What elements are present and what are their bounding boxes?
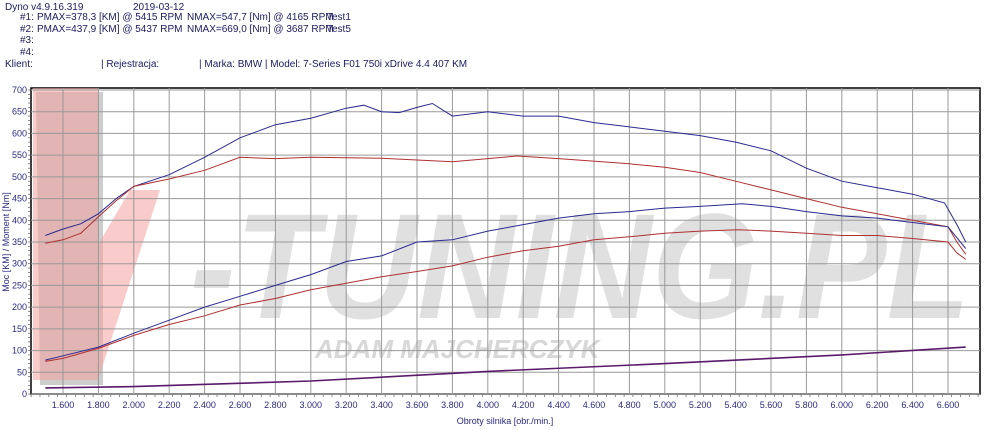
x-tick-label: 1.800 — [87, 400, 110, 410]
x-tick-label: 2.800 — [264, 400, 287, 410]
x-tick-label: 5.200 — [689, 400, 712, 410]
run-label: #3: — [20, 35, 34, 46]
x-tick-label: 4.800 — [618, 400, 641, 410]
series-power-test1 — [45, 229, 966, 362]
test-date: 2019-03-12 — [133, 2, 185, 13]
run-nmax: NMAX=669,0 [Nm] @ 3687 RPM — [187, 23, 334, 35]
x-tick-label: 4.400 — [547, 400, 570, 410]
x-tick-label: 5.400 — [724, 400, 747, 410]
x-tick-label: 6.000 — [831, 400, 854, 410]
x-tick-label: 3.600 — [406, 400, 429, 410]
y-tick-label: 450 — [12, 194, 27, 204]
watermark-logo-text: -TUNING.PL — [190, 182, 970, 350]
y-tick-label: 50 — [17, 367, 27, 377]
series-power-test5 — [45, 203, 967, 361]
y-tick-label: 400 — [12, 215, 27, 225]
app-version: Dyno v4.9.16.319 — [5, 2, 84, 13]
run-nmax: NMAX=547,7 [Nm] @ 4165 RPM — [187, 12, 334, 23]
x-tick-label: 2.600 — [229, 400, 252, 410]
y-tick-label: 600 — [12, 128, 27, 138]
x-tick-label: 5.800 — [795, 400, 818, 410]
x-tick-label: 3.800 — [441, 400, 464, 410]
x-tick-label: 4.600 — [583, 400, 606, 410]
y-tick-label: 500 — [12, 172, 27, 182]
y-tick-label: 150 — [12, 324, 27, 334]
y-tick-label: 200 — [12, 302, 27, 312]
run-pmax: PMAX=437,9 [KM] @ 5437 RPM — [37, 23, 183, 35]
x-tick-label: 5.000 — [654, 400, 677, 410]
x-tick-label: 6.200 — [866, 400, 889, 410]
run-name: Test5 — [327, 23, 351, 35]
watermark-name-text: ADAM MAJCHERCZYK — [314, 334, 602, 364]
x-tick-label: 6.400 — [901, 400, 924, 410]
run-label: #2: — [20, 23, 34, 35]
run-pmax: PMAX=378,3 [KM] @ 5415 RPM — [37, 12, 183, 23]
run-name: Test1 — [327, 12, 351, 23]
run-label: #4: — [20, 46, 34, 58]
x-tick-label: 3.000 — [300, 400, 323, 410]
x-axis-label: Obroty silnika [obr./min.] — [457, 416, 554, 426]
series-torque-test5 — [45, 102, 967, 243]
y-tick-label: 100 — [12, 346, 27, 356]
y-tick-label: 650 — [12, 107, 27, 117]
plot-area — [30, 87, 981, 395]
x-tick-label: 6.600 — [937, 400, 960, 410]
y-tick-label: 550 — [12, 150, 27, 160]
y-tick-label: 350 — [12, 237, 27, 247]
vehicle-info: | Marka: BMW | Model: 7-Series F01 750i … — [199, 59, 468, 70]
x-tick-label: 2.000 — [123, 400, 146, 410]
y-axis-label: Moc [KM] / Moment [Nm] — [1, 192, 11, 292]
x-tick-label: 3.400 — [370, 400, 393, 410]
registration-label: | Rejestracja: — [101, 59, 160, 70]
y-tick-label: 0 — [22, 389, 27, 399]
x-tick-label: 2.200 — [158, 400, 181, 410]
x-tick-label: 4.000 — [477, 400, 500, 410]
y-tick-label: 250 — [12, 280, 27, 290]
run-label: #1: — [20, 12, 34, 23]
client-label: Klient: — [5, 59, 33, 70]
x-tick-label: 3.200 — [335, 400, 358, 410]
series-loss — [45, 346, 966, 389]
x-tick-label: 4.200 — [512, 400, 535, 410]
y-tick-label: 700 — [12, 85, 27, 95]
x-tick-label: 5.600 — [760, 400, 783, 410]
series-torque-test1 — [45, 155, 967, 255]
y-tick-label: 300 — [12, 259, 27, 269]
x-tick-label: 1.600 — [52, 400, 75, 410]
x-tick-label: 2.400 — [193, 400, 216, 410]
